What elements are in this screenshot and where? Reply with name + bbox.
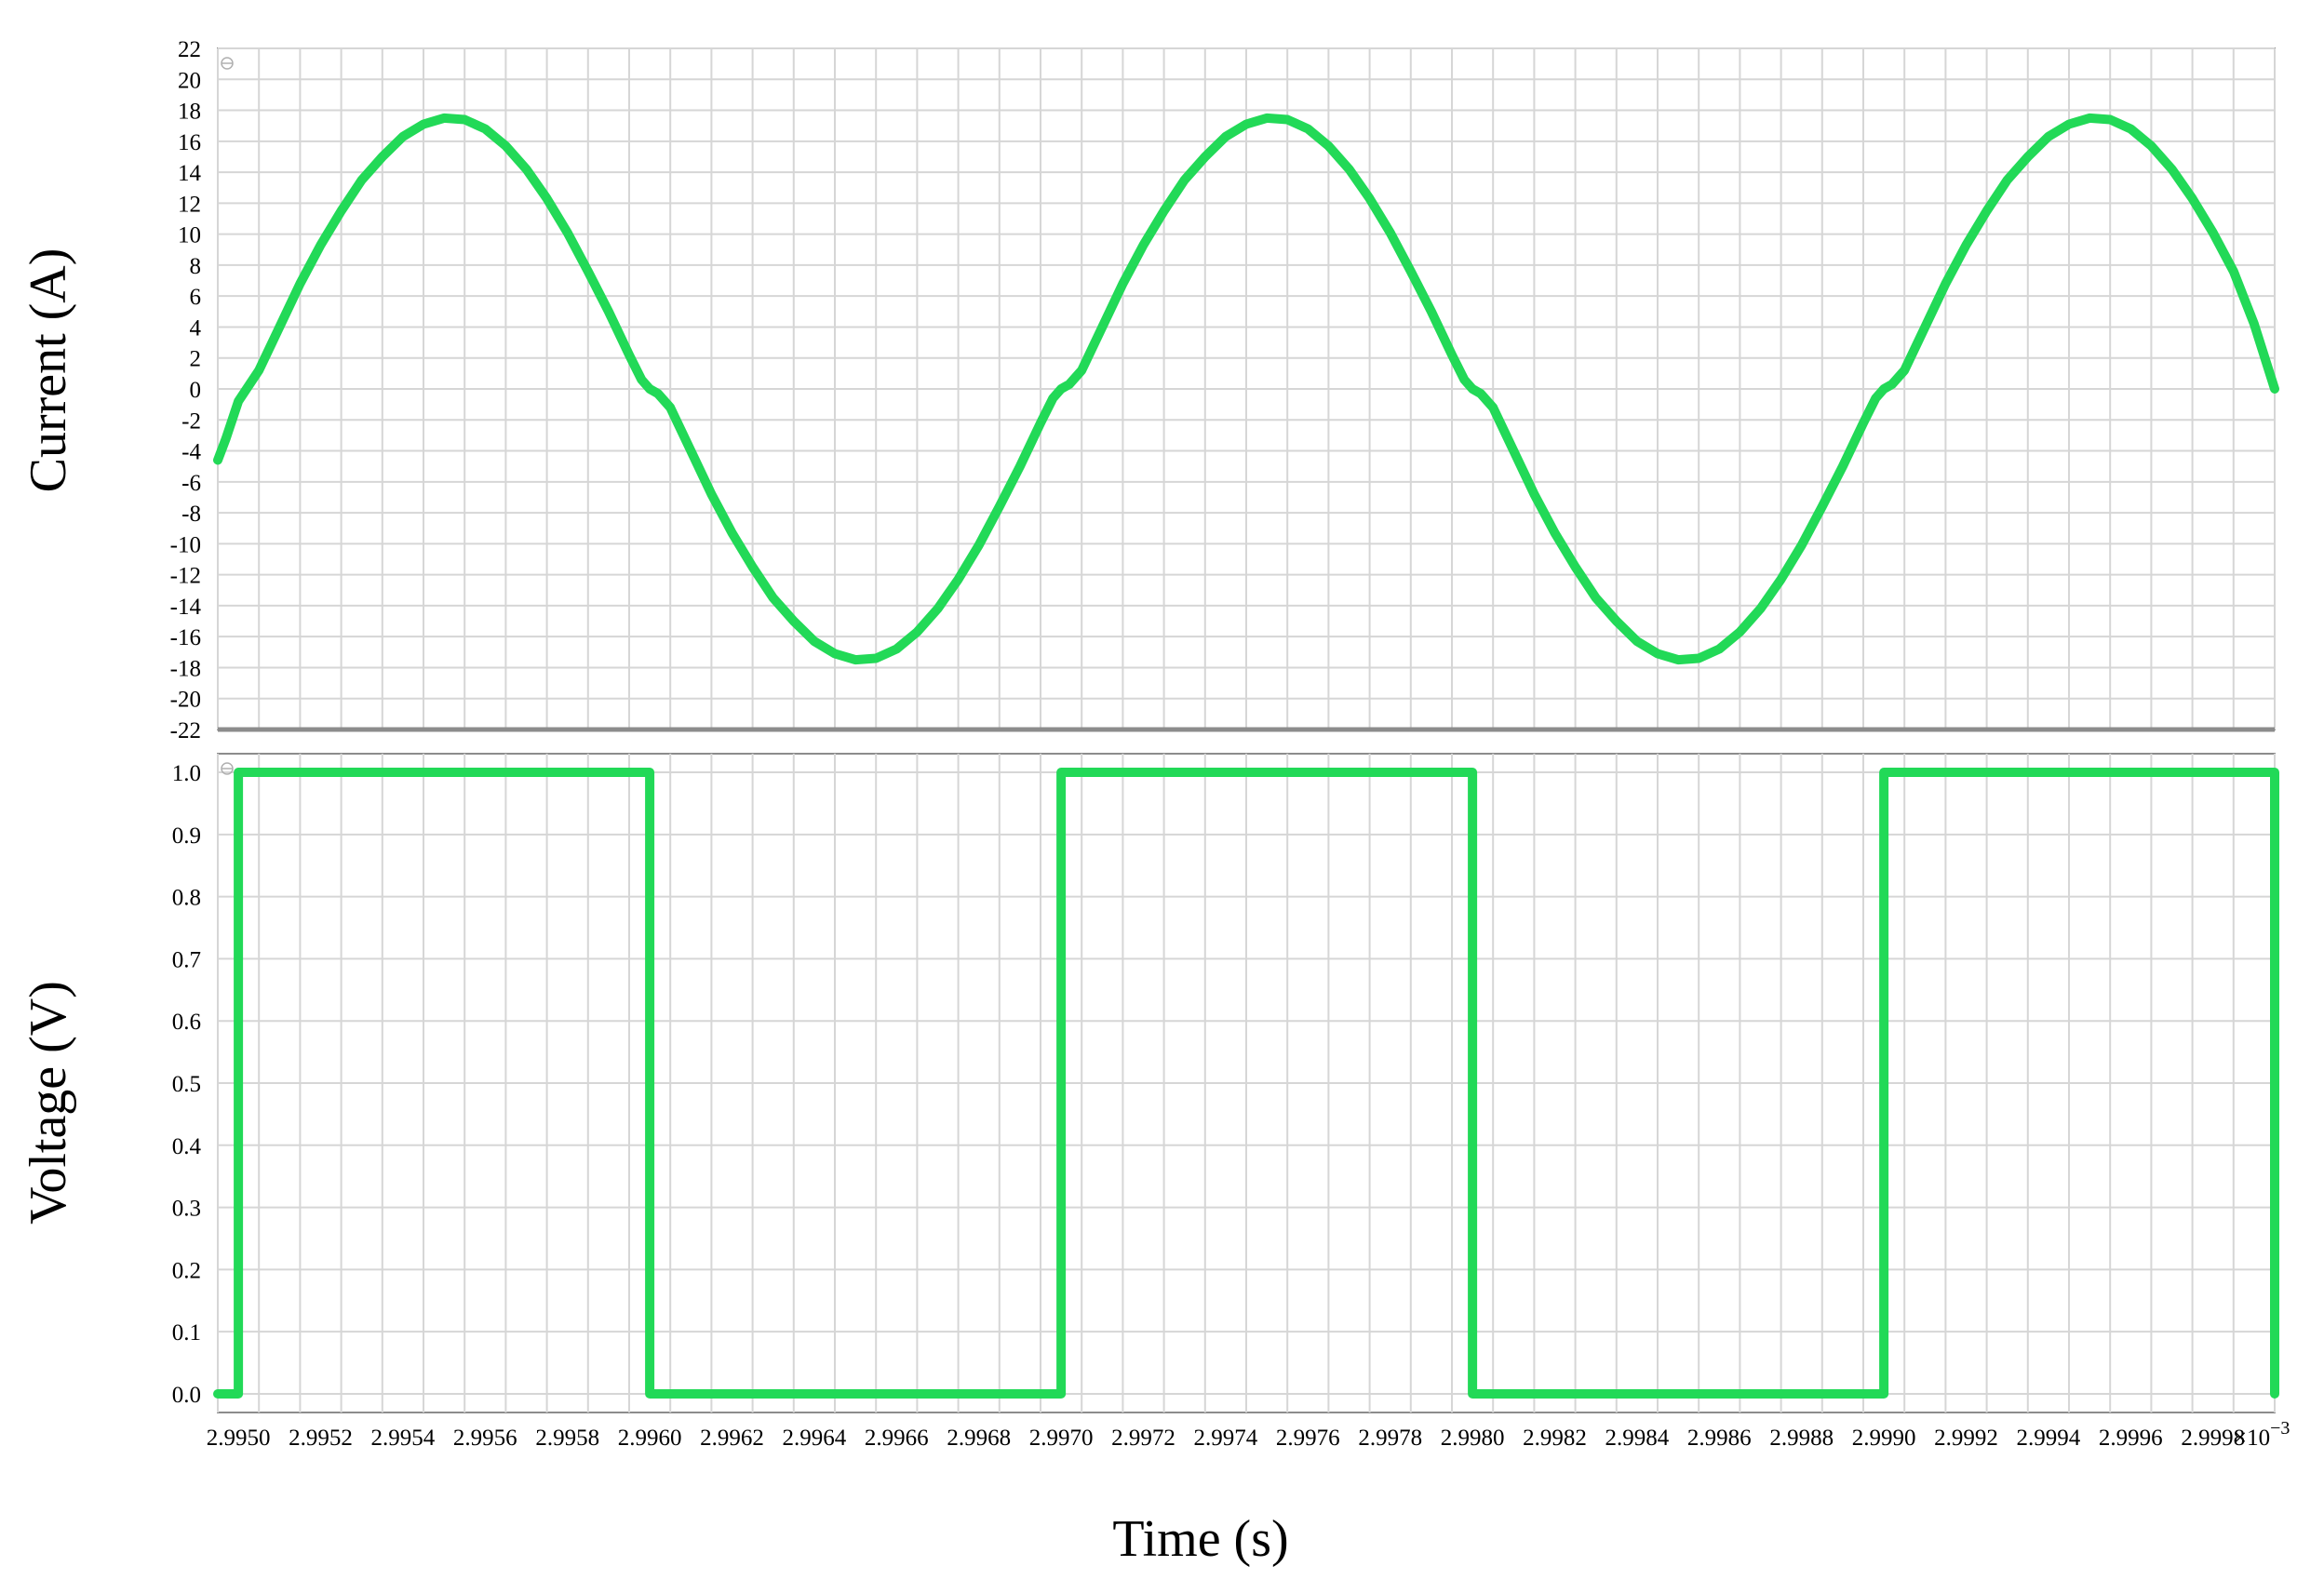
y-tick-label: -6 (181, 471, 201, 496)
x-tick-label: 2.9998 (2181, 1426, 2245, 1451)
y-tick-label: 0.3 (172, 1197, 201, 1222)
x-tick-label: 2.9952 (289, 1426, 353, 1451)
current-panel: 2220181614121086420-2-4-6-8-10-12-14-16-… (170, 37, 2279, 743)
x-tick-label: 2.9992 (1934, 1426, 1998, 1451)
x-tick-label: 2.9984 (1605, 1426, 1670, 1451)
x-tick-label: 2.9962 (700, 1426, 764, 1451)
y-tick-label: -4 (181, 440, 201, 465)
y-tick-label: 6 (190, 285, 202, 310)
current-panel-icon (221, 57, 234, 70)
x-tick-labels: 2.9950 2.9952 2.9954 2.9956 2.9958 2.9960 2.99… (207, 1426, 2245, 1451)
y-tick-label: 0.9 (172, 823, 201, 849)
y-tick-label: 14 (178, 161, 202, 186)
x-tick-label: 2.9978 (1358, 1426, 1422, 1451)
y-tick-label: 10 (178, 223, 201, 248)
y-tick-label: -14 (170, 595, 202, 620)
x-tick-label: 2.9968 (947, 1426, 1011, 1451)
x-tick-label: 2.9960 (618, 1426, 682, 1451)
y-axis-title-current: Current (A) (20, 248, 77, 493)
voltage-y-tick-labels: 1.0 0.9 0.8 0.7 0.6 0.5 0.4 0.3 0.2 0.1 0.0 (172, 761, 202, 1408)
y-tick-label: -12 (170, 564, 201, 589)
y-tick-label: 0.7 (172, 947, 201, 972)
x-tick-label: 2.9982 (1523, 1426, 1587, 1451)
x-tick-label: 2.9980 (1441, 1426, 1505, 1451)
current-series-line (213, 113, 2279, 665)
x-tick-label: 2.9950 (207, 1426, 271, 1451)
x-tick-label: 2.9954 (371, 1426, 436, 1451)
x-tick-label: 2.9964 (783, 1426, 847, 1451)
y-tick-label: 0.8 (172, 886, 201, 911)
x-tick-label: 2.9996 (2099, 1426, 2163, 1451)
y-tick-label: -20 (170, 688, 201, 713)
voltage-panel: 1.0 0.9 0.8 0.7 0.6 0.5 0.4 0.3 0.2 0.1 0.0 2.9950… (172, 753, 2290, 1451)
y-tick-label: 18 (178, 100, 201, 125)
y-tick-label: 0.6 (172, 1010, 201, 1035)
voltage-series-line (213, 768, 2279, 1399)
y-tick-label: 12 (178, 192, 201, 217)
y-tick-label: 20 (178, 68, 201, 93)
y-tick-label: 0.2 (172, 1258, 201, 1283)
x-tick-label: 2.9986 (1687, 1426, 1752, 1451)
y-tick-label: -22 (170, 718, 201, 743)
x-tick-label: 2.9974 (1194, 1426, 1258, 1451)
y-tick-label: -10 (170, 532, 201, 557)
x-tick-label: 2.9966 (865, 1426, 929, 1451)
y-axis-title-voltage: Voltage (V) (20, 981, 77, 1225)
y-tick-label: 0.4 (172, 1134, 202, 1159)
x-tick-label: 2.9956 (453, 1426, 517, 1451)
y-tick-label: 22 (178, 37, 201, 62)
y-tick-label: 8 (190, 254, 202, 279)
x-axis-title: Time (s) (1112, 1510, 1288, 1568)
x-tick-label: 2.9976 (1276, 1426, 1340, 1451)
y-tick-label: 4 (190, 315, 202, 341)
x-tick-label: 2.9972 (1111, 1426, 1175, 1451)
y-tick-label: -16 (170, 625, 201, 650)
y-tick-label: 0.1 (172, 1320, 201, 1345)
voltage-panel-icon (221, 762, 234, 775)
current-y-tick-labels: 2220181614121086420-2-4-6-8-10-12-14-16-… (170, 37, 202, 743)
y-tick-label: -2 (181, 408, 201, 434)
y-tick-label: 0 (190, 378, 202, 403)
y-tick-label: 1.0 (172, 761, 201, 786)
y-tick-label: 0.5 (172, 1072, 201, 1097)
x-tick-label: 2.9958 (535, 1426, 599, 1451)
x-tick-label: 2.9970 (1029, 1426, 1094, 1451)
y-tick-label: -8 (181, 502, 201, 527)
y-tick-label: 16 (178, 130, 201, 155)
y-tick-label: 2 (190, 347, 202, 372)
x-tick-label: 2.9990 (1852, 1426, 1916, 1451)
y-tick-label: 0.0 (172, 1383, 201, 1408)
x-tick-label: 2.9994 (2017, 1426, 2081, 1451)
current-grid (217, 47, 2276, 730)
y-tick-label: -18 (170, 656, 201, 681)
x-tick-label: 2.9988 (1769, 1426, 1834, 1451)
x-multiplier: ×10−3 (2234, 1418, 2290, 1451)
